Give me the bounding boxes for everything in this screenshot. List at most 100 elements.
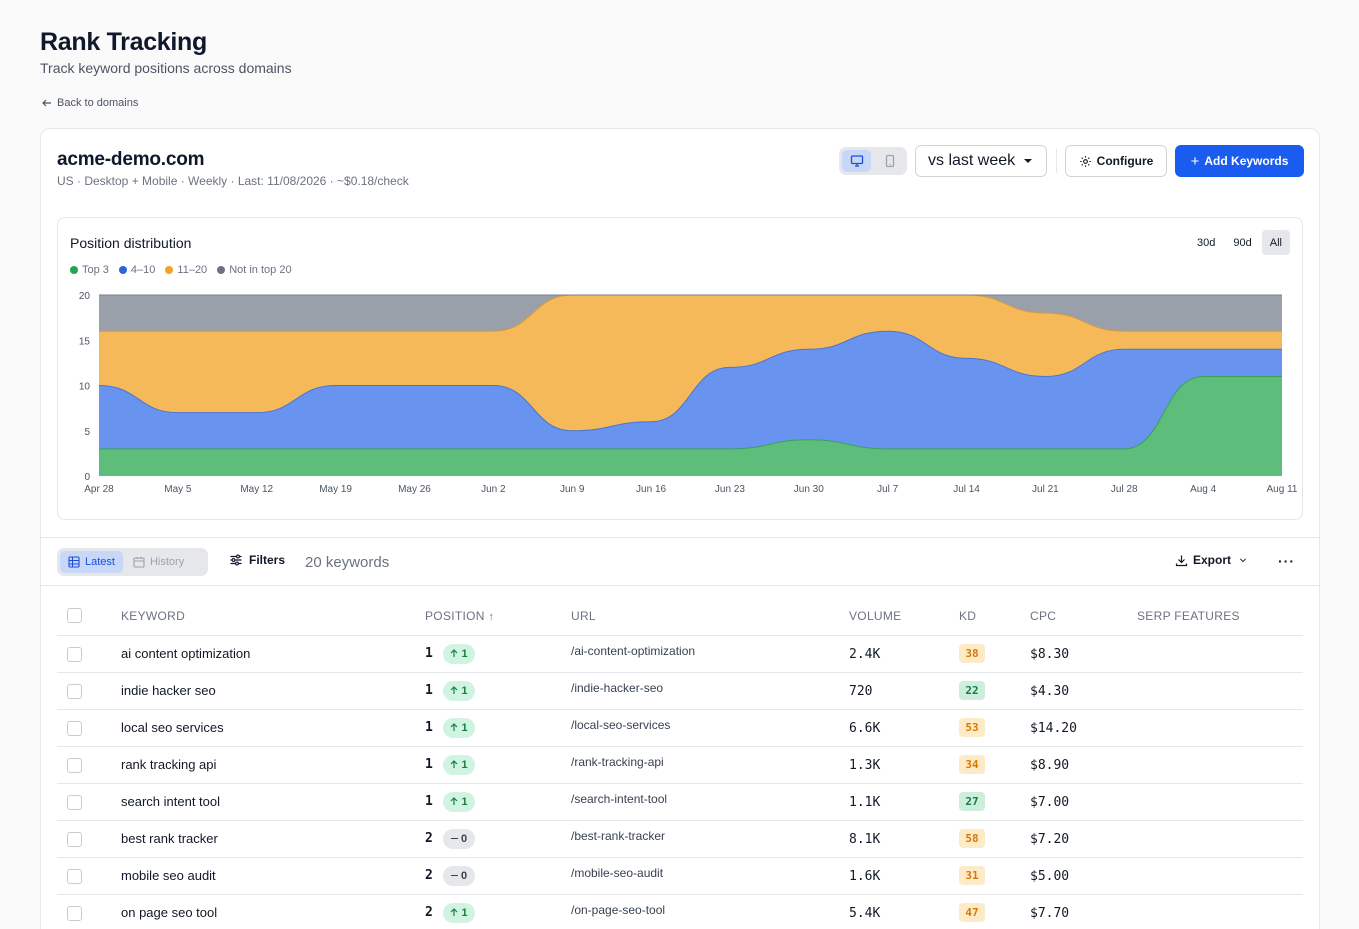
keyword-text[interactable]: ai content optimization (121, 646, 251, 661)
position-change-badge: 0 (443, 865, 475, 886)
row-checkbox[interactable] (67, 757, 82, 773)
x-tick-label: Jun 30 (794, 484, 824, 495)
table-row[interactable]: mobile seo audit 2 0/mobile-seo-audit 1.6K 3… (57, 857, 1303, 895)
smartphone-icon (885, 154, 894, 168)
x-tick-label: Apr 28 (84, 484, 114, 495)
column-url[interactable]: URL (571, 597, 849, 636)
keyword-text[interactable]: search intent tool (121, 794, 221, 809)
add-keywords-button[interactable]: + Add Keywords (1175, 145, 1304, 177)
keyword-text[interactable]: mobile seo audit (121, 868, 216, 883)
row-checkbox[interactable] (67, 646, 82, 662)
column-volume[interactable]: VOLUME (849, 597, 959, 636)
history-label: History (149, 556, 185, 568)
page-subtitle: Track keyword positions across domains (40, 60, 292, 76)
filters-button[interactable]: Filters (229, 553, 285, 567)
kd-badge: 58 (959, 829, 985, 848)
column-position[interactable]: POSITION ↑ (425, 597, 571, 636)
cpc-value: $8.30 (1030, 646, 1070, 662)
kd-badge: 22 (959, 681, 985, 700)
serp-features-cell (1137, 820, 1303, 858)
export-button[interactable]: Export (1175, 553, 1248, 567)
url-link[interactable]: /local-seo-services (571, 718, 671, 732)
url-link[interactable]: /indie-hacker-seo (571, 681, 664, 695)
url-link[interactable]: /mobile-seo-audit (571, 866, 664, 880)
column-serp-features[interactable]: SERP FEATURES (1137, 597, 1303, 636)
row-checkbox[interactable] (67, 683, 82, 699)
y-tick-label: 20 (79, 291, 91, 302)
range-90d-button[interactable]: 90d (1233, 236, 1252, 249)
row-select-cell (57, 894, 121, 929)
row-checkbox[interactable] (67, 868, 82, 884)
range-all-button[interactable]: All (1261, 230, 1290, 255)
compare-period-select[interactable]: vs last week (915, 145, 1047, 177)
column-kd[interactable]: KD (959, 597, 1030, 636)
dash-icon (450, 874, 458, 877)
volume-value: 1.3K (849, 757, 881, 773)
y-tick-label: 15 (79, 336, 91, 347)
kd-cell: 53 (959, 709, 1030, 747)
table-row[interactable]: search intent tool 1 1/search-intent-tool 1… (57, 783, 1303, 821)
table-row[interactable]: rank tracking api 1 1/rank-tracking-api 1.3… (57, 746, 1303, 784)
row-checkbox[interactable] (67, 794, 82, 810)
keyword-cell: on page seo tool (121, 894, 425, 929)
row-checkbox[interactable] (67, 905, 82, 921)
device-toggle (839, 147, 907, 175)
plus-icon: + (1190, 152, 1200, 170)
position-value: 2 (425, 867, 433, 883)
table-row[interactable]: on page seo tool 2 1/on-page-seo-tool 5.4K 4… (57, 894, 1303, 929)
kd-badge: 38 (959, 644, 985, 663)
row-select-cell (57, 783, 121, 821)
position-value: 1 (425, 645, 433, 661)
url-link[interactable]: /ai-content-optimization (571, 644, 696, 658)
url-link[interactable]: /best-rank-tracker (571, 829, 666, 843)
x-tick-label: Jul 7 (877, 484, 899, 495)
url-link[interactable]: /rank-tracking-api (571, 755, 664, 769)
keyword-text[interactable]: indie hacker seo (121, 683, 216, 698)
cpc-cell: $7.00 (1030, 783, 1137, 821)
y-tick-label: 10 (79, 382, 91, 393)
x-tick-label: Jun 16 (636, 484, 666, 495)
position-change-badge: 1 (443, 680, 475, 701)
url-cell: /rank-tracking-api (571, 746, 849, 784)
x-tick-label: May 12 (240, 484, 273, 495)
keyword-text[interactable]: rank tracking api (121, 757, 217, 772)
back-to-domains-link[interactable]: Back to domains (42, 97, 138, 109)
x-tick-label: Aug 11 (1267, 484, 1298, 495)
area-top3-line (98, 375, 1282, 450)
url-cell: /indie-hacker-seo (571, 672, 849, 710)
position-distribution-chart: Position distribution 30d 90d All Top 3 … (57, 217, 1303, 520)
keyword-text[interactable]: local seo services (121, 720, 224, 735)
kd-badge: 47 (959, 903, 985, 922)
keyword-text[interactable]: best rank tracker (121, 831, 218, 846)
history-view-button[interactable]: History (125, 551, 192, 573)
latest-view-button[interactable]: Latest (60, 551, 123, 573)
y-tick-label: 0 (84, 472, 90, 483)
table-row[interactable]: local seo services 1 1/local-seo-services 6… (57, 709, 1303, 747)
url-link[interactable]: /search-intent-tool (571, 792, 668, 806)
mobile-toggle-button[interactable] (875, 150, 904, 172)
row-checkbox[interactable] (67, 720, 82, 736)
sort-asc-icon: ↑ (488, 610, 495, 623)
keyword-text[interactable]: on page seo tool (121, 905, 218, 920)
keyword-cell: search intent tool (121, 783, 425, 821)
arrow-up-icon (451, 686, 458, 694)
select-all-cell (57, 597, 121, 636)
select-all-checkbox[interactable] (67, 608, 82, 624)
desktop-toggle-button[interactable] (842, 150, 871, 172)
position-value: 1 (425, 793, 433, 809)
table-row[interactable]: ai content optimization 1 1/ai-content-opt… (57, 635, 1303, 673)
table-row[interactable]: indie hacker seo 1 1/indie-hacker-seo 720 22… (57, 672, 1303, 710)
more-options-icon[interactable]: ··· (1278, 553, 1295, 569)
url-link[interactable]: /on-page-seo-tool (571, 903, 666, 917)
legend-item-11-20: 11–20 (165, 264, 207, 276)
volume-cell: 6.6K (849, 709, 959, 747)
table-icon (68, 556, 80, 568)
range-30d-button[interactable]: 30d (1197, 236, 1216, 249)
cpc-cell: $14.20 (1030, 709, 1137, 747)
row-checkbox[interactable] (67, 831, 82, 847)
column-cpc[interactable]: CPC (1030, 597, 1137, 636)
column-keyword[interactable]: KEYWORD (121, 597, 425, 636)
configure-button[interactable]: Configure (1065, 145, 1167, 177)
table-row[interactable]: best rank tracker 2 0/best-rank-tracker 8.1… (57, 820, 1303, 858)
